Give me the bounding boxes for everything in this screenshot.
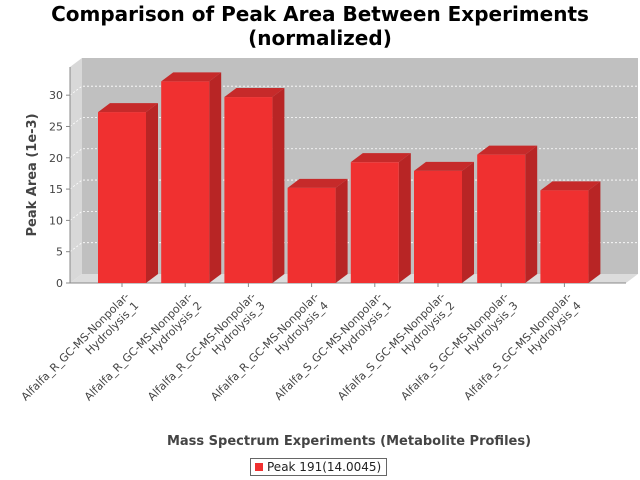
legend: Peak 191(14.0045) <box>250 458 388 476</box>
bar <box>540 190 589 283</box>
bar-top <box>477 145 538 155</box>
y-tick-label: 30 <box>49 89 63 102</box>
x-tick-label: Alfalfa_S_GC-MS-Nonpolar-Hydrolysis_2 <box>335 290 457 412</box>
y-tick-label: 5 <box>56 246 63 259</box>
legend-swatch <box>255 463 263 471</box>
bar-side <box>335 178 348 283</box>
bar-group <box>161 72 222 284</box>
bar-group <box>287 178 348 283</box>
bar-top <box>98 103 158 113</box>
gridline <box>69 148 638 159</box>
bar <box>98 112 146 283</box>
y-tick-label: 25 <box>49 120 63 133</box>
bar-group <box>224 88 285 283</box>
chart-title-line2: (normalized) <box>248 26 392 50</box>
y-tick-label: 10 <box>49 214 63 227</box>
bar-group <box>477 145 538 283</box>
bar-group <box>350 153 411 283</box>
bar-side <box>588 181 601 283</box>
bar <box>161 81 210 284</box>
x-tick-label: Alfalfa_R_GC-MS-Nonpolar-Hydrolysis_3 <box>145 290 268 413</box>
x-tick-label: Alfalfa_S_GC-MS-Nonpolar-Hydrolysis_4 <box>462 290 584 412</box>
x-axis-label: Mass Spectrum Experiments (Metabolite Pr… <box>167 434 531 449</box>
bar-top <box>161 72 222 82</box>
bar-top <box>540 181 601 191</box>
bar-group <box>540 181 601 283</box>
gridline <box>69 85 638 96</box>
bar-side <box>398 153 411 283</box>
bar <box>224 97 273 283</box>
gridline <box>69 117 638 127</box>
x-tick-label: Alfalfa_R_GC-MS-Nonpolar-Hydrolysis_1 <box>19 290 142 413</box>
bar-side <box>462 161 474 283</box>
bar <box>287 187 336 283</box>
bar-top <box>287 178 348 188</box>
plot-left-wall <box>70 58 82 283</box>
x-tick-label: Alfalfa_S_GC-MS-Nonpolar-Hydrolysis_1 <box>272 290 394 412</box>
chart-title: Comparison of Peak Area Between Experime… <box>0 2 640 50</box>
bar-side <box>146 103 158 283</box>
x-tick-label: Alfalfa_R_GC-MS-Nonpolar-Hydrolysis_4 <box>208 290 331 413</box>
bar-group <box>98 103 158 283</box>
y-tick-label: 0 <box>56 277 63 290</box>
x-tick-label: Alfalfa_S_GC-MS-Nonpolar-Hydrolysis_3 <box>398 290 520 412</box>
bar-side <box>525 145 538 283</box>
bar-top <box>414 161 474 171</box>
y-tick-label: 20 <box>49 152 63 165</box>
y-axis-label: Peak Area (1e-3) <box>25 113 40 236</box>
chart-title-line1: Comparison of Peak Area Between Experime… <box>51 2 589 26</box>
x-tick-label-line: Alfalfa_R_GC-MS-Nonpolar- <box>19 290 132 403</box>
bar-top <box>224 88 285 98</box>
bar <box>477 154 526 283</box>
bar <box>350 162 399 283</box>
bar-side <box>272 88 285 283</box>
bar-top <box>350 153 411 163</box>
bar-group <box>414 161 474 283</box>
bar-side <box>209 72 222 284</box>
x-tick-label: Alfalfa_R_GC-MS-Nonpolar-Hydrolysis_2 <box>82 290 205 413</box>
y-tick-label: 15 <box>49 183 63 196</box>
bar <box>414 170 462 283</box>
legend-label: Peak 191(14.0045) <box>267 460 382 474</box>
